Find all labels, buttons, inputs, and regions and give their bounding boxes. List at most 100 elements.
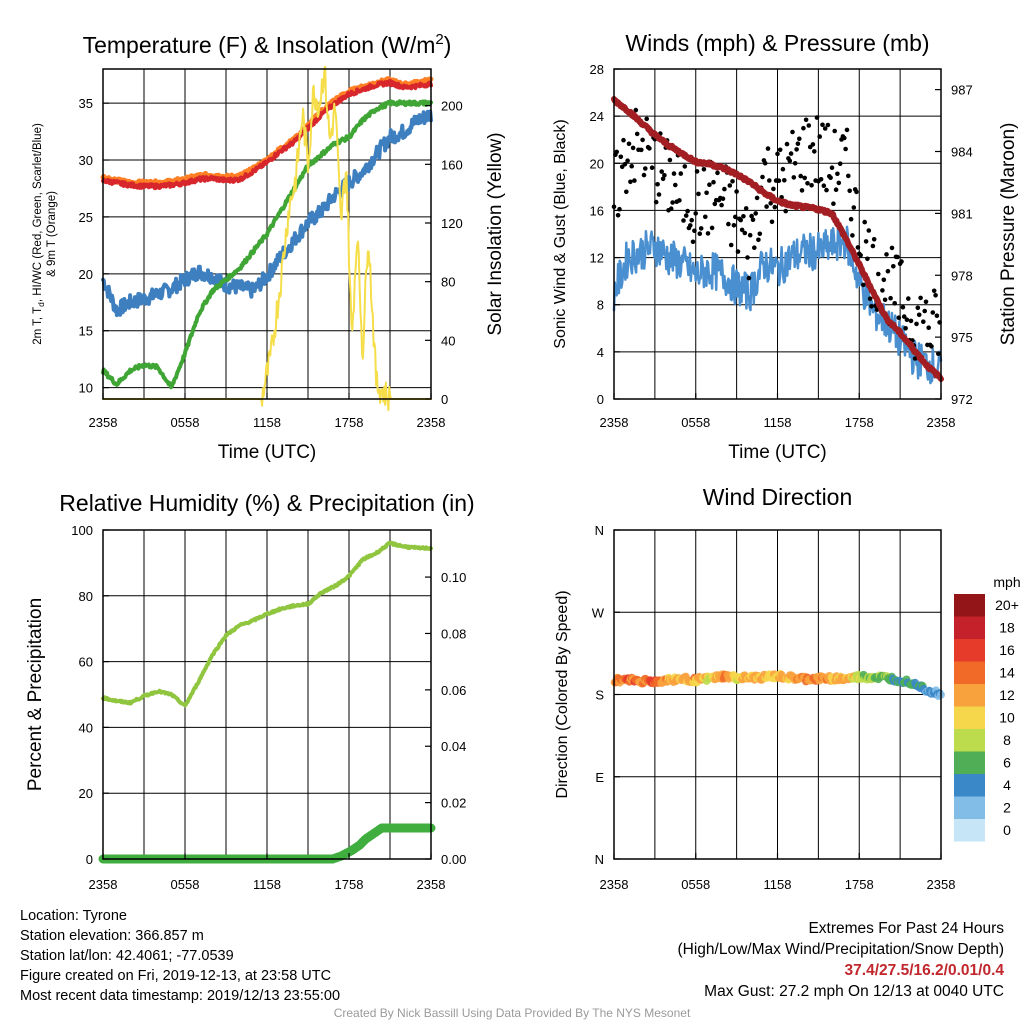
gust-point	[891, 264, 896, 269]
gust-point	[696, 191, 701, 197]
x-tick-label: 2358	[600, 415, 629, 430]
colorbar-label: 18	[999, 620, 1015, 636]
gust-point	[828, 175, 833, 180]
gust-point	[866, 228, 872, 233]
gust-point	[711, 179, 716, 185]
gust-point	[719, 202, 724, 208]
gust-point	[641, 172, 647, 178]
gust-point	[731, 223, 737, 228]
gust-point	[694, 169, 700, 174]
gust-point	[863, 239, 869, 244]
gust-point	[705, 231, 711, 236]
gust-point	[895, 254, 900, 260]
gust-point	[683, 213, 689, 218]
gust-point	[791, 175, 797, 180]
x-tick-label: 2358	[89, 877, 118, 892]
y-right-axis-label: Solar Insolation (Yellow)	[485, 132, 506, 335]
gust-point	[750, 217, 756, 222]
gust-point	[659, 169, 664, 174]
gust-point	[851, 205, 857, 210]
gust-point	[639, 147, 644, 153]
y-tick-label: 25	[79, 210, 93, 225]
gust-point	[653, 199, 659, 205]
gust-point	[892, 301, 897, 306]
gust-point	[677, 198, 682, 203]
gust-point	[861, 282, 866, 288]
gust-point	[738, 217, 743, 223]
gust-point	[795, 141, 801, 146]
gust-point	[934, 313, 940, 319]
gust-point	[707, 182, 712, 187]
gust-point	[697, 231, 703, 236]
y-right-tick-label: 0.04	[441, 739, 466, 754]
panel-2: 2358 0558 1158 1758 2358 Time (UTC) 0 4 8 12 16 20 2…	[552, 30, 1019, 463]
y-right-tick-label: 972	[951, 392, 973, 407]
gust-point	[746, 275, 752, 281]
figure-created: Figure created on Fri, 2019-12-13, at 23…	[20, 968, 332, 984]
y-tick-label: 15	[79, 324, 93, 339]
colorbar-label: 16	[999, 642, 1015, 658]
gust-point	[671, 171, 677, 176]
x-tick-label: 1758	[845, 415, 874, 430]
y-right-tick-label: 120	[441, 216, 463, 231]
gust-point	[765, 146, 771, 151]
y-tick-label: 16	[590, 203, 604, 218]
y-tick-label: 20	[590, 156, 604, 171]
colorbar-title: mph	[993, 574, 1020, 590]
gust-point	[926, 325, 931, 331]
gust-point	[628, 179, 633, 185]
y-axis-label: Direction (Colored By Speed)	[554, 590, 571, 798]
x-tick-label: 2358	[417, 415, 446, 430]
y-axis-label-line2: & 9m T (Orange)	[46, 191, 58, 277]
extremes-panel: Extremes For Past 24 Hours (High/Low/Max…	[678, 918, 1005, 1002]
gust-point	[835, 171, 840, 177]
gust-point	[799, 188, 805, 193]
gust-point	[824, 187, 829, 193]
max-gust: Max Gust: 27.2 mph On 12/13 at 0040 UTC	[704, 983, 1004, 1000]
gust-point	[784, 141, 790, 147]
gust-point	[832, 128, 837, 134]
colorbar-swatch	[954, 684, 985, 707]
x-tick-label: 1158	[764, 415, 792, 430]
gust-point	[794, 147, 799, 152]
gust-point	[739, 227, 745, 233]
gust-point	[689, 217, 694, 223]
gust-point	[903, 326, 908, 331]
speed-colorbar: mph 20+ 18 16 14 12 10 8 6 4 2 0	[954, 574, 1021, 842]
gust-point	[831, 201, 836, 206]
gust-point	[757, 231, 763, 237]
x-tick-label: 1158	[253, 877, 281, 892]
colorbar-label: 2	[1003, 800, 1011, 816]
y-tick-label: 80	[79, 589, 93, 604]
gust-point	[881, 277, 887, 283]
gust-point	[624, 189, 629, 195]
station-info: Location: Tyrone Station elevation: 366.…	[20, 906, 340, 1006]
gust-point	[844, 127, 850, 133]
gust-point	[880, 288, 885, 293]
gust-point	[788, 151, 794, 156]
gust-point	[775, 151, 780, 157]
gust-point	[885, 268, 891, 274]
gust-point	[727, 183, 733, 188]
gust-point	[802, 175, 807, 181]
gust-point	[889, 245, 895, 251]
gust-point	[923, 299, 929, 305]
gust-point	[783, 208, 788, 214]
gust-point	[777, 147, 783, 153]
gust-point	[806, 123, 812, 128]
gust-point	[667, 157, 673, 163]
gust-point	[792, 161, 798, 166]
chart-title: Relative Humidity (%) & Precipitation (i…	[59, 490, 474, 516]
y-right-tick-label: 981	[951, 206, 973, 221]
gust-point	[790, 129, 795, 135]
y-tick-label: 60	[79, 655, 93, 670]
gust-point	[703, 214, 708, 220]
gust-point	[842, 135, 847, 141]
gust-point	[629, 163, 634, 169]
gust-point	[818, 177, 824, 182]
gust-point	[882, 297, 888, 303]
y-tick-label: 4	[597, 345, 604, 360]
gust-point	[803, 117, 809, 123]
x-tick-label: 1758	[845, 877, 874, 892]
